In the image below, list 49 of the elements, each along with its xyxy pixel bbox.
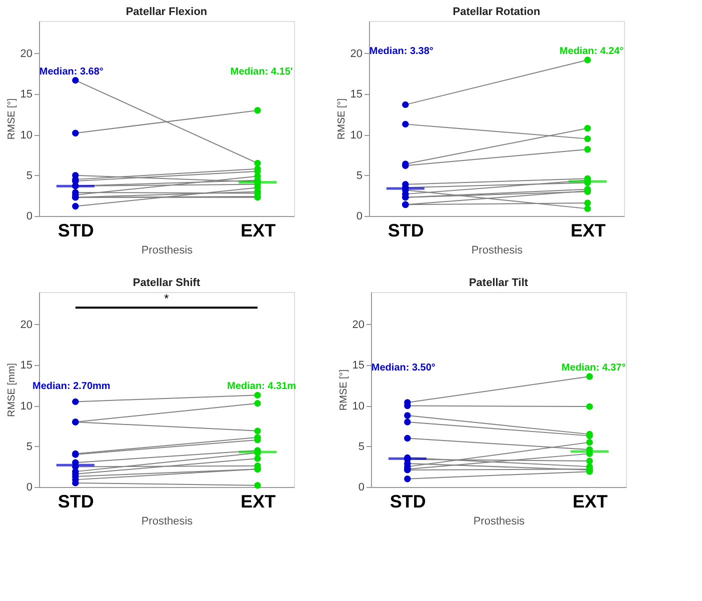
y-tick-label: 5 — [356, 170, 362, 182]
y-axis-title: RMSE [°] — [338, 369, 350, 411]
x-axis-title: Prosthesis — [473, 516, 526, 528]
x-tick-label: EXT — [570, 220, 606, 240]
x-tick-label: STD — [388, 220, 424, 240]
y-tick-label: 15 — [20, 360, 32, 372]
ref-line-label: Median: 4.15' — [230, 66, 293, 78]
ref-line-label: Median: 2.70mm — [32, 381, 110, 392]
y-tick-label: 0 — [26, 482, 32, 494]
y-tick-label: 0 — [26, 210, 32, 222]
x-axis-title: Prosthesis — [141, 244, 194, 256]
y-tick-label: 0 — [358, 482, 364, 494]
ref-line-label: Median: 3.68° — [39, 66, 104, 78]
x-tick-label: STD — [58, 220, 94, 240]
x-tick-label: STD — [58, 492, 94, 512]
y-tick-label: 20 — [350, 48, 362, 60]
chart-title: Patellar Flexion — [126, 6, 208, 18]
ref-line-label: Median: 3.50° — [371, 362, 436, 374]
annotation: * — [164, 292, 170, 306]
y-axis-title: RMSE [°] — [336, 98, 348, 140]
y-tick-label: 5 — [358, 440, 364, 453]
y-tick-label: 0 — [356, 210, 362, 222]
y-axis-title: RMSE [mm] — [6, 362, 18, 417]
x-tick-label: EXT — [240, 492, 276, 512]
chart-title: Patellar Rotation — [452, 6, 540, 18]
y-tick-label: 15 — [352, 360, 364, 372]
chart-title: Patellar Tilt — [468, 277, 528, 289]
y-tick-label: 20 — [20, 319, 32, 331]
y-tick-label: 10 — [20, 129, 32, 142]
x-axis-title: Prosthesis — [471, 244, 524, 256]
x-tick-label: STD — [390, 492, 426, 512]
x-axis-title: Prosthesis — [141, 516, 194, 528]
ref-line-label: Median: 4.31m — [227, 381, 296, 392]
y-tick-label: 20 — [20, 48, 32, 60]
y-tick-label: 5 — [26, 170, 32, 182]
ref-line-label: Median: 4.37° — [562, 362, 626, 374]
y-tick-label: 10 — [20, 400, 32, 412]
y-axis-title: RMSE [°] — [6, 98, 18, 140]
y-tick-label: 10 — [350, 129, 362, 142]
ref-line-label: Median: 4.24° — [560, 46, 624, 57]
y-tick-label: 15 — [20, 88, 32, 101]
chart-title: Patellar Shift — [132, 277, 200, 289]
y-tick-label: 5 — [26, 440, 32, 453]
y-tick-label: 15 — [350, 88, 362, 101]
ref-line-label: Median: 3.38° — [369, 46, 434, 57]
x-tick-label: EXT — [240, 220, 276, 240]
y-tick-label: 20 — [352, 319, 364, 331]
x-tick-label: EXT — [572, 492, 608, 512]
y-tick-label: 10 — [352, 400, 364, 412]
